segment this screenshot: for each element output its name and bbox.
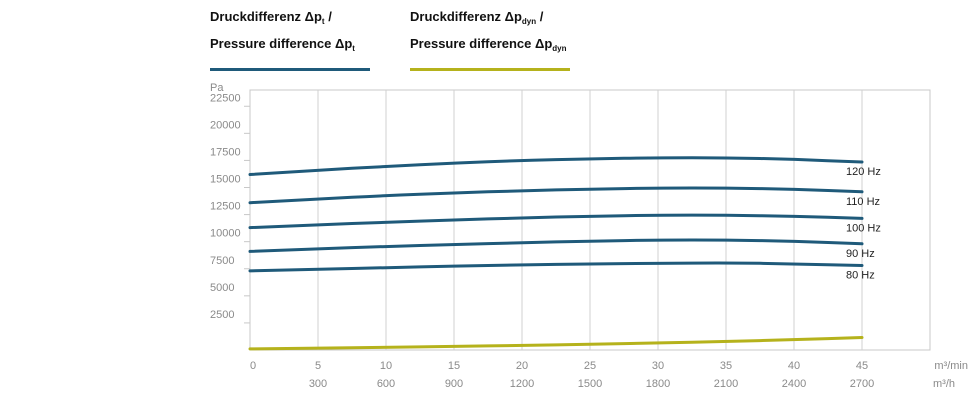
y-axis-label: Pa xyxy=(210,82,224,94)
y-tick-label: 12500 xyxy=(210,201,241,213)
x-tick-label-secondary: 1500 xyxy=(578,378,602,390)
y-tick-label: 15000 xyxy=(210,174,241,186)
total-pressure-curve xyxy=(248,186,864,205)
legend-total-pressure-label-de: Druckdifferenz Δpt / xyxy=(210,6,370,33)
x-tick-label: 10 xyxy=(380,360,392,372)
legend-subscript: t xyxy=(352,44,355,53)
total-pressure-curve xyxy=(248,261,864,273)
x-unit-primary: m³/min xyxy=(934,360,968,372)
legend-text: Pressure difference Δp xyxy=(410,36,553,51)
x-tick-label-secondary: 600 xyxy=(377,378,395,390)
y-tick-label: 22500 xyxy=(210,92,241,104)
y-tick-label: 5000 xyxy=(210,282,234,294)
legend-dynamic-pressure-swatch xyxy=(410,68,570,71)
series-label: 100 Hz xyxy=(846,222,881,234)
x-tick-label: 20 xyxy=(516,360,528,372)
series-label: 90 Hz xyxy=(846,248,875,260)
x-tick-label: 30 xyxy=(652,360,664,372)
x-tick-label: 25 xyxy=(584,360,596,372)
legend-text: Druckdifferenz Δp xyxy=(210,9,322,24)
series-label: 80 Hz xyxy=(846,270,875,282)
legend-subscript: dyn xyxy=(521,17,537,26)
x-tick-label: 5 xyxy=(315,360,321,372)
y-tick-label: 20000 xyxy=(210,119,241,131)
legend-text: Druckdifferenz Δp xyxy=(410,9,522,24)
x-tick-label: 0 xyxy=(250,360,256,372)
x-tick-label-secondary: 2100 xyxy=(714,378,738,390)
legend-suffix: / xyxy=(536,9,544,24)
legend-suffix: / xyxy=(324,9,332,24)
y-tick-label: 17500 xyxy=(210,146,241,158)
dynamic-pressure-curve xyxy=(248,336,864,351)
total-pressure-curve xyxy=(248,156,864,176)
legend-text: Pressure difference Δp xyxy=(210,36,353,51)
x-tick-label-secondary: 2700 xyxy=(850,378,874,390)
legend-total-pressure: Druckdifferenz Δpt / Pressure difference… xyxy=(210,6,370,71)
legend-dynamic-pressure: Druckdifferenz Δpdyn / Pressure differen… xyxy=(410,6,570,71)
y-tick-label: 10000 xyxy=(210,228,241,240)
legend-dynamic-pressure-label-en: Pressure difference Δpdyn xyxy=(410,33,570,60)
x-tick-label: 35 xyxy=(720,360,732,372)
y-tick-label: 2500 xyxy=(210,309,234,321)
x-tick-label: 15 xyxy=(448,360,460,372)
total-pressure-curve xyxy=(248,238,864,253)
x-tick-label-secondary: 900 xyxy=(445,378,463,390)
legend-subscript: t xyxy=(321,17,325,26)
series-label: 120 Hz xyxy=(846,166,881,178)
x-unit-secondary: m³/h xyxy=(933,378,955,390)
legend-total-pressure-label-en: Pressure difference Δpt xyxy=(210,33,370,60)
x-tick-label-secondary: 300 xyxy=(309,378,327,390)
legend-dynamic-pressure-label-de: Druckdifferenz Δpdyn / xyxy=(410,6,570,33)
total-pressure-curve xyxy=(248,213,864,230)
legend-subscript: dyn xyxy=(552,44,567,53)
x-tick-label-secondary: 2400 xyxy=(782,378,806,390)
y-tick-label: 7500 xyxy=(210,255,234,267)
x-tick-label-secondary: 1200 xyxy=(510,378,534,390)
x-tick-label-secondary: 1800 xyxy=(646,378,670,390)
series-label: 110 Hz xyxy=(846,196,880,208)
legend-total-pressure-swatch xyxy=(210,68,370,71)
x-tick-label: 40 xyxy=(788,360,800,372)
x-tick-label: 45 xyxy=(856,360,868,372)
